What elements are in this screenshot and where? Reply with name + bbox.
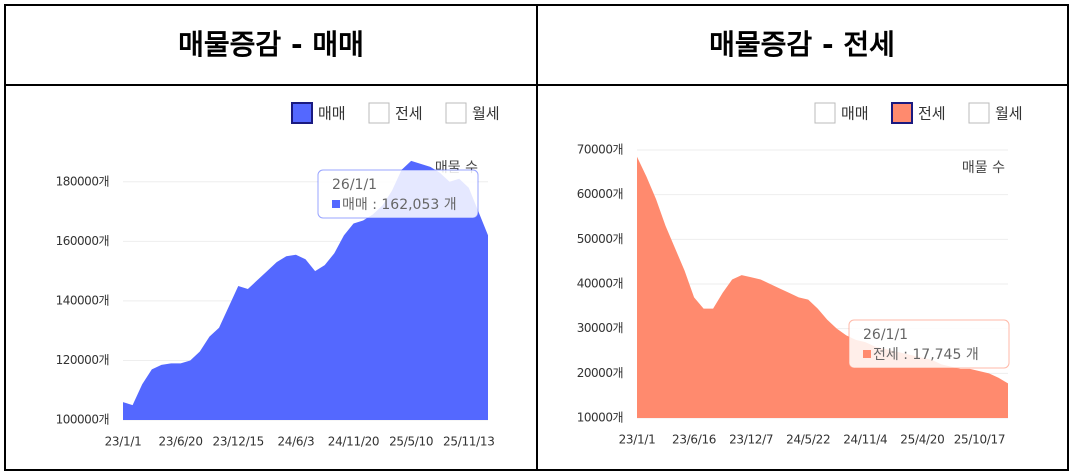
x-tick-label: 23/12/15 xyxy=(213,435,265,449)
x-tick-label: 24/6/3 xyxy=(277,435,314,449)
legend-checkbox[interactable] xyxy=(368,102,390,124)
y-tick-label: 120000개 xyxy=(56,353,109,367)
y-tick-label: 140000개 xyxy=(56,293,109,307)
tooltip-title: 26/1/1 xyxy=(863,327,908,343)
x-tick-label: 24/5/22 xyxy=(786,433,830,447)
area xyxy=(637,156,1008,418)
annotation: 매물 수 xyxy=(962,160,1005,176)
y-tick-label: 60000개 xyxy=(577,187,623,201)
x-tick-label: 25/5/10 xyxy=(389,435,433,449)
chart-title: 매물증감 - 전세 xyxy=(709,28,895,61)
y-tick-label: 30000개 xyxy=(577,321,623,335)
y-tick-label: 100000개 xyxy=(56,413,109,427)
tooltip-box xyxy=(317,169,479,219)
y-tick-label: 50000개 xyxy=(577,232,623,246)
legend-label[interactable]: 월세 xyxy=(472,105,500,123)
x-tick-label: 25/11/13 xyxy=(443,435,495,449)
tooltip-swatch xyxy=(332,200,340,208)
legend-label[interactable]: 전세 xyxy=(918,105,946,123)
tooltip-text: 전세 : 17,745 개 xyxy=(873,347,979,363)
y-tick-label: 10000개 xyxy=(577,411,623,425)
x-tick-label: 23/1/1 xyxy=(619,433,656,447)
y-tick-label: 180000개 xyxy=(56,174,109,188)
tooltip-text: 매매 : 162,053 개 xyxy=(342,197,457,213)
tooltip-box xyxy=(848,319,1010,369)
legend-checkbox[interactable] xyxy=(291,102,313,124)
legend-label[interactable]: 매매 xyxy=(318,105,346,123)
legend-checkbox[interactable] xyxy=(968,102,990,124)
legend-label[interactable]: 월세 xyxy=(995,105,1023,123)
legend-checkbox[interactable] xyxy=(814,102,836,124)
legend-label[interactable]: 매매 xyxy=(841,105,869,123)
x-tick-label: 24/11/4 xyxy=(843,433,887,447)
y-tick-label: 70000개 xyxy=(577,143,623,157)
x-tick-label: 23/12/7 xyxy=(729,433,773,447)
x-tick-label: 23/6/16 xyxy=(672,433,716,447)
x-tick-label: 25/10/17 xyxy=(954,433,1006,447)
tooltip-title: 26/1/1 xyxy=(332,177,377,193)
x-tick-label: 24/11/20 xyxy=(328,435,380,449)
tooltip-swatch xyxy=(863,350,871,358)
x-tick-label: 23/6/20 xyxy=(159,435,203,449)
x-tick-label: 23/1/1 xyxy=(105,435,142,449)
y-tick-label: 160000개 xyxy=(56,234,109,248)
y-tick-label: 40000개 xyxy=(577,277,623,291)
area xyxy=(123,160,488,420)
x-tick-label: 25/4/20 xyxy=(900,433,944,447)
y-tick-label: 20000개 xyxy=(577,366,623,380)
legend-label[interactable]: 전세 xyxy=(395,105,423,123)
legend-checkbox[interactable] xyxy=(445,102,467,124)
legend-checkbox[interactable] xyxy=(891,102,913,124)
chart-title: 매물증감 - 매매 xyxy=(178,28,364,61)
